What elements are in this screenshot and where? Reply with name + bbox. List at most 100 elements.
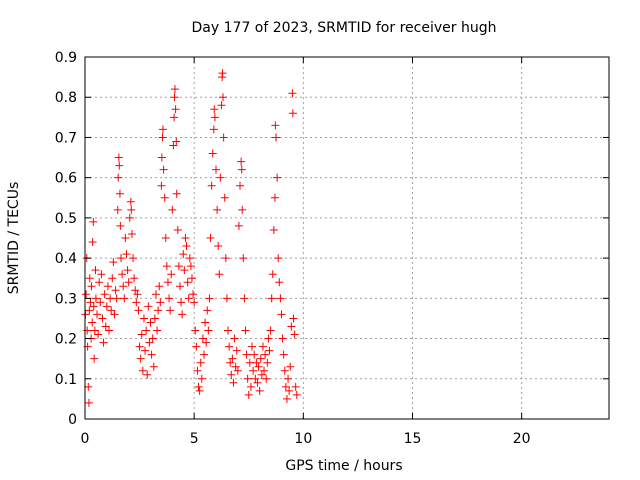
data-point bbox=[100, 290, 109, 299]
data-point bbox=[234, 221, 243, 230]
data-point bbox=[109, 258, 118, 267]
data-point bbox=[85, 306, 94, 315]
data-point bbox=[184, 294, 193, 303]
data-point bbox=[181, 234, 190, 242]
data-point bbox=[170, 113, 179, 122]
data-point bbox=[196, 358, 205, 367]
data-point bbox=[136, 354, 145, 363]
data-point bbox=[102, 302, 111, 311]
data-point bbox=[281, 382, 290, 391]
data-point bbox=[289, 314, 298, 323]
data-point bbox=[90, 326, 99, 335]
data-point bbox=[112, 294, 121, 303]
data-point bbox=[139, 314, 148, 323]
data-point bbox=[276, 294, 285, 303]
x-tick-label: 10 bbox=[294, 431, 312, 447]
data-point bbox=[262, 374, 271, 383]
data-point bbox=[246, 382, 255, 391]
data-point bbox=[271, 121, 280, 130]
data-point bbox=[115, 189, 124, 198]
data-point bbox=[82, 290, 91, 299]
data-point bbox=[216, 173, 225, 182]
data-point bbox=[91, 294, 100, 303]
data-point bbox=[204, 326, 213, 335]
x-tick-label: 20 bbox=[513, 431, 531, 447]
x-axis-label: GPS time / hours bbox=[285, 458, 402, 474]
data-point bbox=[261, 350, 270, 359]
data-point bbox=[172, 137, 181, 146]
data-point bbox=[158, 125, 167, 134]
axis-ticks bbox=[84, 56, 609, 420]
data-point bbox=[193, 366, 202, 375]
data-point bbox=[277, 310, 286, 319]
data-point bbox=[201, 318, 210, 327]
data-point bbox=[221, 254, 230, 263]
data-point bbox=[95, 278, 104, 287]
data-point bbox=[248, 342, 257, 351]
data-point bbox=[115, 161, 124, 170]
data-point bbox=[208, 149, 217, 158]
data-point bbox=[264, 334, 273, 343]
data-point bbox=[143, 370, 152, 379]
data-point bbox=[94, 330, 103, 339]
data-point bbox=[229, 378, 238, 387]
data-point bbox=[142, 326, 151, 335]
data-point bbox=[107, 306, 116, 315]
data-point bbox=[153, 326, 162, 335]
data-point bbox=[138, 366, 147, 375]
y-tick-label: 0.8 bbox=[55, 90, 77, 106]
data-point bbox=[218, 69, 227, 78]
data-point bbox=[127, 205, 136, 214]
y-tick-label: 0.4 bbox=[55, 251, 77, 267]
data-point bbox=[258, 342, 267, 351]
data-point bbox=[108, 274, 117, 283]
data-point bbox=[171, 105, 180, 114]
data-point bbox=[242, 350, 251, 359]
data-point bbox=[116, 221, 125, 230]
data-point bbox=[218, 93, 227, 102]
data-point bbox=[243, 374, 252, 383]
data-point bbox=[285, 386, 294, 395]
data-point bbox=[137, 330, 146, 339]
data-point bbox=[292, 390, 301, 399]
data-point bbox=[190, 298, 199, 307]
data-point bbox=[161, 234, 170, 242]
data-point bbox=[215, 270, 224, 279]
data-point bbox=[126, 197, 135, 206]
data-point bbox=[154, 306, 163, 315]
data-point bbox=[148, 334, 157, 343]
data-point bbox=[90, 354, 99, 363]
data-point bbox=[110, 310, 119, 319]
data-point bbox=[197, 374, 206, 383]
data-point bbox=[135, 342, 144, 351]
data-point bbox=[207, 181, 216, 190]
y-tick-label: 0.6 bbox=[55, 171, 77, 187]
data-point bbox=[232, 346, 241, 355]
data-point bbox=[131, 286, 140, 295]
data-point bbox=[105, 326, 114, 335]
data-point bbox=[141, 346, 150, 355]
y-tick-label: 0.1 bbox=[55, 372, 77, 388]
data-point bbox=[121, 234, 130, 242]
data-point bbox=[123, 266, 132, 275]
data-point bbox=[170, 93, 179, 102]
data-point bbox=[270, 193, 279, 202]
data-point bbox=[168, 205, 177, 214]
data-point bbox=[238, 205, 247, 214]
data-point bbox=[87, 282, 96, 291]
data-point bbox=[269, 225, 278, 234]
data-point bbox=[114, 153, 123, 162]
data-point bbox=[203, 306, 212, 315]
data-point bbox=[263, 358, 272, 367]
data-point bbox=[113, 205, 122, 214]
data-point bbox=[158, 133, 167, 142]
data-point bbox=[249, 366, 258, 375]
data-point bbox=[174, 262, 183, 271]
data-point bbox=[228, 354, 237, 363]
data-point bbox=[287, 322, 296, 331]
data-point bbox=[213, 205, 222, 214]
data-point bbox=[155, 282, 164, 291]
x-tick-label: 15 bbox=[404, 431, 422, 447]
data-point bbox=[227, 370, 236, 379]
data-point bbox=[275, 278, 284, 287]
